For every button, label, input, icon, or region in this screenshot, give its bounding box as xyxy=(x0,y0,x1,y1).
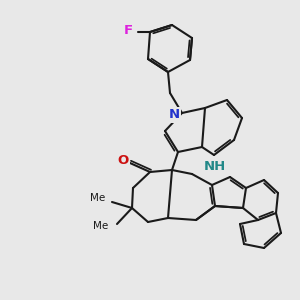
Text: N: N xyxy=(168,109,180,122)
Text: O: O xyxy=(117,154,129,167)
Text: NH: NH xyxy=(204,160,226,172)
Text: F: F xyxy=(123,23,133,37)
Text: Me: Me xyxy=(93,221,109,231)
Text: Me: Me xyxy=(90,193,106,203)
